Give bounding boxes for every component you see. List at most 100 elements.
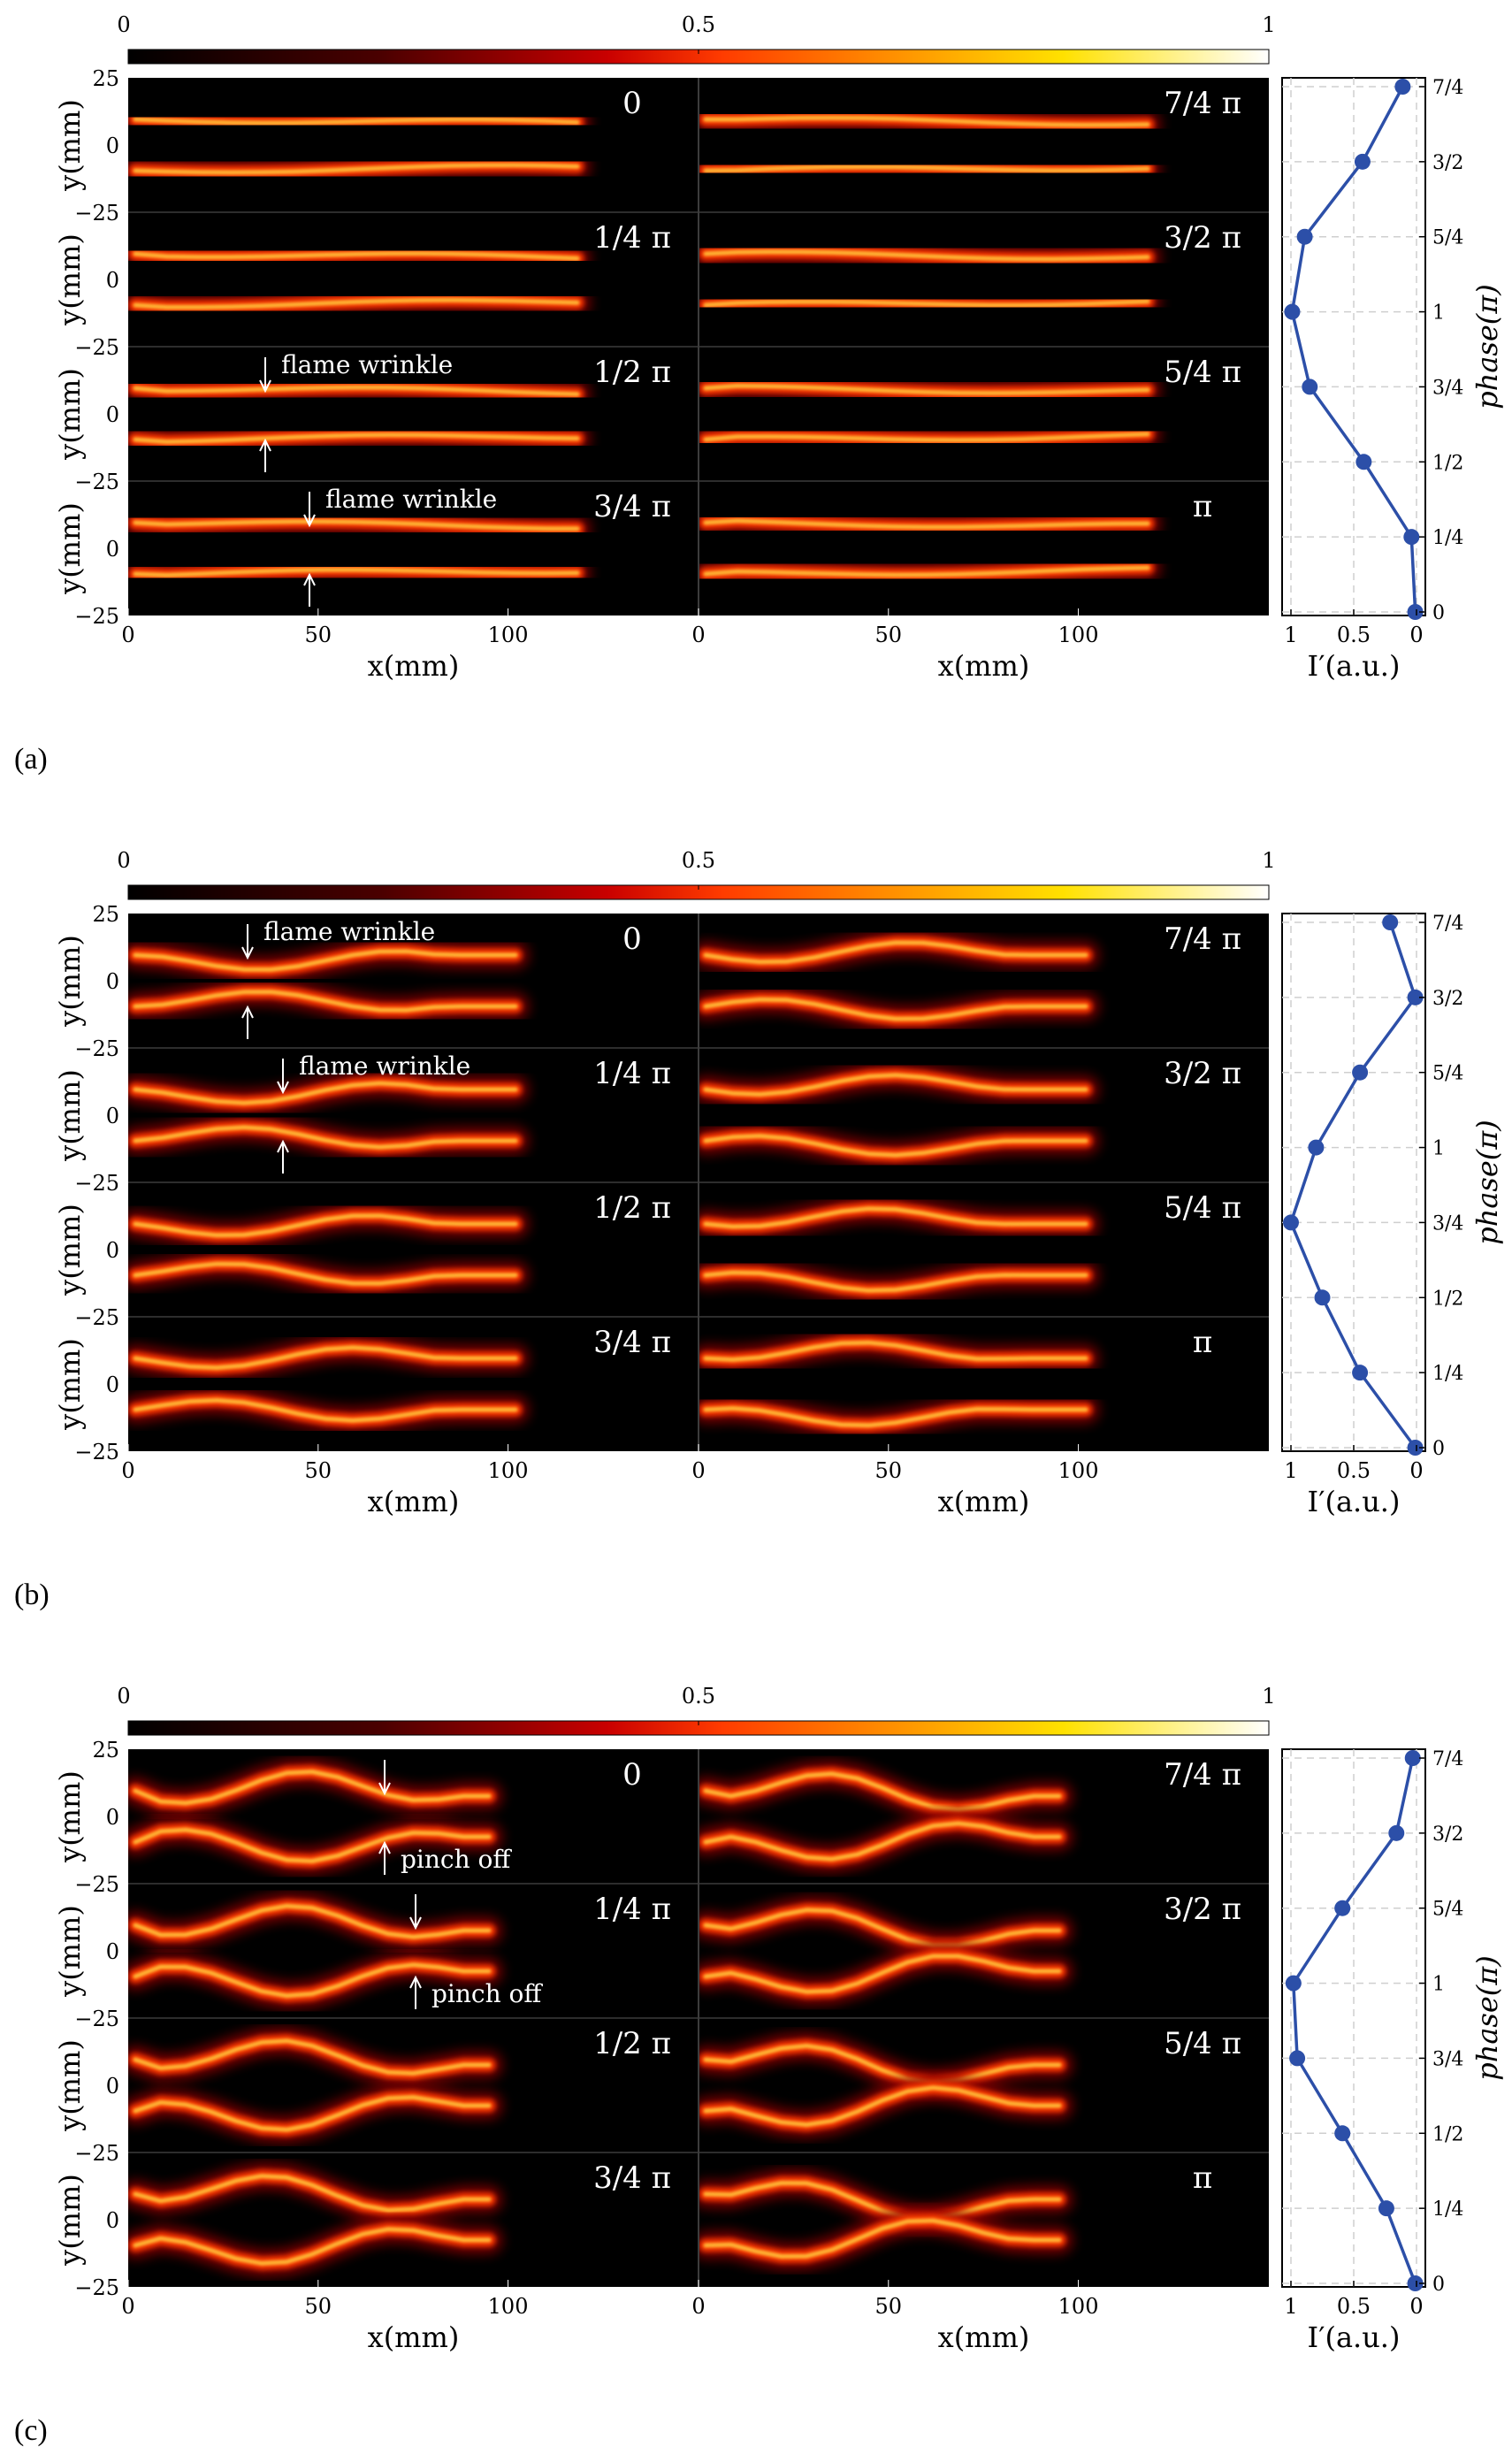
y-tick-label: 0 <box>106 1238 119 1263</box>
flame-core <box>703 518 1150 530</box>
panel-c-letter: (c) <box>14 2414 48 2447</box>
y-axis-label: y(mm) <box>53 1905 87 1998</box>
flame-column <box>699 1760 1073 2270</box>
flame-core <box>703 164 1150 173</box>
y-tick-label: 0 <box>106 2074 119 2099</box>
panel-b-figure: 0 0.5 1 0 7/4 π 1/4 π 3/2 π 1/2 π 5/4 π 3/4 π π fla… <box>53 848 1504 1518</box>
phase-label: 0 <box>622 1757 642 1793</box>
figure-panel-a: 0 0.5 1 0 7/4 π 1/4 π 3/2 π 1/2 π 5/4 π 3/4 π π fla… <box>0 0 1512 840</box>
side-y-axis-label: phase(π) <box>1470 284 1504 409</box>
side-y-tick-label: 1/2 <box>1432 452 1463 474</box>
annotation-arrowhead <box>241 1005 254 1019</box>
y-tick-label: −25 <box>74 335 119 360</box>
intensity-point <box>1407 2275 1424 2291</box>
x-tick-label: 100 <box>488 2294 529 2319</box>
flame-core <box>133 2227 492 2266</box>
flame-core <box>703 1073 1088 1097</box>
intensity-point <box>1403 529 1420 546</box>
side-x-tick-label: 0.5 <box>1337 623 1371 647</box>
side-x-tick-label: 0.5 <box>1337 2294 1371 2319</box>
colorbar-tick-label: 0.5 <box>682 848 715 873</box>
flame-core <box>133 385 580 397</box>
intensity-point <box>1382 914 1399 930</box>
flame-column <box>128 106 591 589</box>
intensity-point <box>1308 1139 1325 1156</box>
flame-core <box>133 2095 492 2132</box>
annotation-arrowhead <box>277 1139 289 1153</box>
intensity-series-line <box>1290 86 1417 613</box>
flame-core <box>703 2218 1062 2259</box>
side-x-axis-label: I′(a.u.) <box>1308 1485 1401 1518</box>
flame-column <box>699 929 1099 1439</box>
flame-core <box>133 1770 492 1806</box>
flame-core <box>133 949 518 972</box>
panel-a-letter: (a) <box>14 743 48 776</box>
intensity-point <box>1355 454 1372 470</box>
flame-core <box>703 1134 1088 1158</box>
y-tick-label: −25 <box>74 1872 119 1897</box>
side-y-tick-label: 3/4 <box>1432 2048 1463 2070</box>
flame-core <box>133 1345 518 1371</box>
intensity-point <box>1404 1750 1421 1766</box>
y-tick-label: 0 <box>106 402 119 427</box>
annotation-label: flame wrinkle <box>263 917 435 946</box>
flame-core <box>703 1771 1062 1812</box>
phase-label: 7/4 π <box>1164 86 1241 121</box>
panel-b-letter: (b) <box>14 1579 50 1611</box>
phase-label: 1/4 π <box>593 220 671 256</box>
flame-core <box>133 2174 492 2213</box>
annotation-arrowhead <box>409 1975 422 1989</box>
phase-label: 7/4 π <box>1164 1757 1241 1793</box>
x-tick-label: 0 <box>691 623 705 647</box>
figure-panel-c: 0 0.5 1 0 7/4 π 1/4 π 3/2 π 1/2 π 5/4 π 3/4 π π pin… <box>0 1671 1512 2462</box>
flame-core <box>133 567 580 577</box>
flame-core <box>703 2085 1062 2128</box>
side-x-tick-label: 1 <box>1284 623 1297 647</box>
x-tick-label: 100 <box>1058 623 1099 647</box>
flame-core <box>133 1125 518 1150</box>
phase-label: π <box>1193 2160 1212 2196</box>
flame-core <box>703 2181 1062 2221</box>
annotation-arrowhead <box>259 438 271 452</box>
phase-label: π <box>1193 489 1212 524</box>
side-y-axis-label: phase(π) <box>1470 1955 1504 2081</box>
y-tick-label: −25 <box>74 1305 119 1330</box>
colorbar-tick-label: 1 <box>1262 848 1275 873</box>
flame-core <box>133 1081 518 1105</box>
y-tick-label: 0 <box>106 1939 119 1964</box>
flame-core <box>133 1397 518 1423</box>
intensity-series-line <box>1292 1757 1417 2284</box>
x-tick-label: 100 <box>488 1458 529 1483</box>
y-tick-label: −25 <box>74 604 119 629</box>
side-y-tick-label: 3/2 <box>1432 1824 1463 1846</box>
phase-label: 1/4 π <box>593 1056 671 1091</box>
intensity-point <box>1334 1900 1351 1916</box>
phase-label: 0 <box>622 921 642 957</box>
annotation-arrowhead <box>303 572 316 586</box>
x-tick-label: 50 <box>875 623 903 647</box>
flame-core <box>703 1206 1088 1229</box>
side-y-tick-label: 3/2 <box>1432 152 1463 174</box>
side-x-tick-label: 1 <box>1284 1458 1297 1483</box>
annotation-arrowhead <box>241 946 254 960</box>
annotation-arrowhead <box>378 1782 391 1796</box>
phase-label: 3/2 π <box>1164 1056 1241 1091</box>
x-axis-label: x(mm) <box>938 1485 1030 1518</box>
y-tick-label: −25 <box>74 470 119 494</box>
intensity-point <box>1285 1975 1302 1992</box>
side-y-tick-label: 7/4 <box>1432 913 1463 935</box>
side-y-tick-label: 1/2 <box>1432 1288 1463 1310</box>
annotation-arrowhead <box>378 1840 391 1854</box>
side-y-tick-label: 0 <box>1432 1438 1445 1460</box>
x-tick-label: 100 <box>488 623 529 647</box>
y-axis-label: y(mm) <box>53 233 87 326</box>
flame-core <box>133 432 580 445</box>
y-axis-label: y(mm) <box>53 1204 87 1296</box>
side-y-tick-label: 1 <box>1432 302 1445 325</box>
phase-label: 3/4 π <box>593 2160 671 2196</box>
colorbar-tick-label: 1 <box>1262 12 1275 37</box>
side-y-tick-label: 7/4 <box>1432 1748 1463 1770</box>
x-tick-label: 0 <box>121 623 134 647</box>
flame-core <box>133 1261 518 1286</box>
x-axis-label: x(mm) <box>938 2321 1030 2354</box>
